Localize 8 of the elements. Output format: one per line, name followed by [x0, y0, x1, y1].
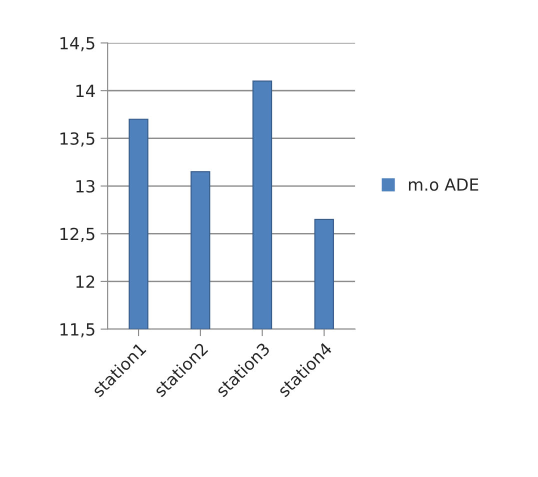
y-tick-label: 13,5 [60, 132, 94, 147]
y-tick-label: 14,5 [60, 37, 94, 52]
legend-label: m.o ADE [408, 178, 478, 191]
y-tick-label: 12 [76, 275, 94, 288]
y-tick-label: 14 [76, 84, 95, 97]
y-tick-label: 13 [76, 180, 94, 193]
y-tick-label: 12,5 [60, 228, 94, 242]
y-tick-label: 11,5 [60, 323, 94, 338]
